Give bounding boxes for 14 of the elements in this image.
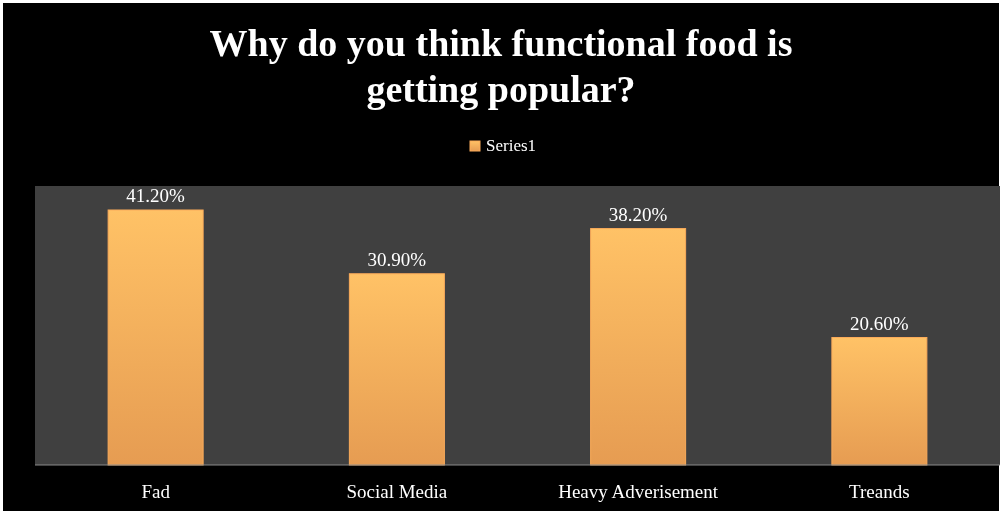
data-label: 20.60% (850, 312, 909, 334)
bar (831, 337, 928, 466)
legend-label: Series1 (486, 136, 537, 155)
data-label: 30.90% (367, 248, 427, 270)
bar (348, 273, 445, 466)
chart-title: Why do you think functional food is getting popular? (209, 22, 793, 110)
x-tick-label: Heavy Adverisement (558, 481, 719, 502)
data-label: 38.20% (608, 203, 668, 225)
x-tick-label: Fad (141, 481, 171, 502)
data-label: 41.20% (126, 185, 186, 206)
x-tick-label: Treands (849, 481, 910, 502)
bar (107, 209, 204, 466)
bar (590, 228, 687, 466)
x-tick-label: Social Media (346, 481, 448, 502)
